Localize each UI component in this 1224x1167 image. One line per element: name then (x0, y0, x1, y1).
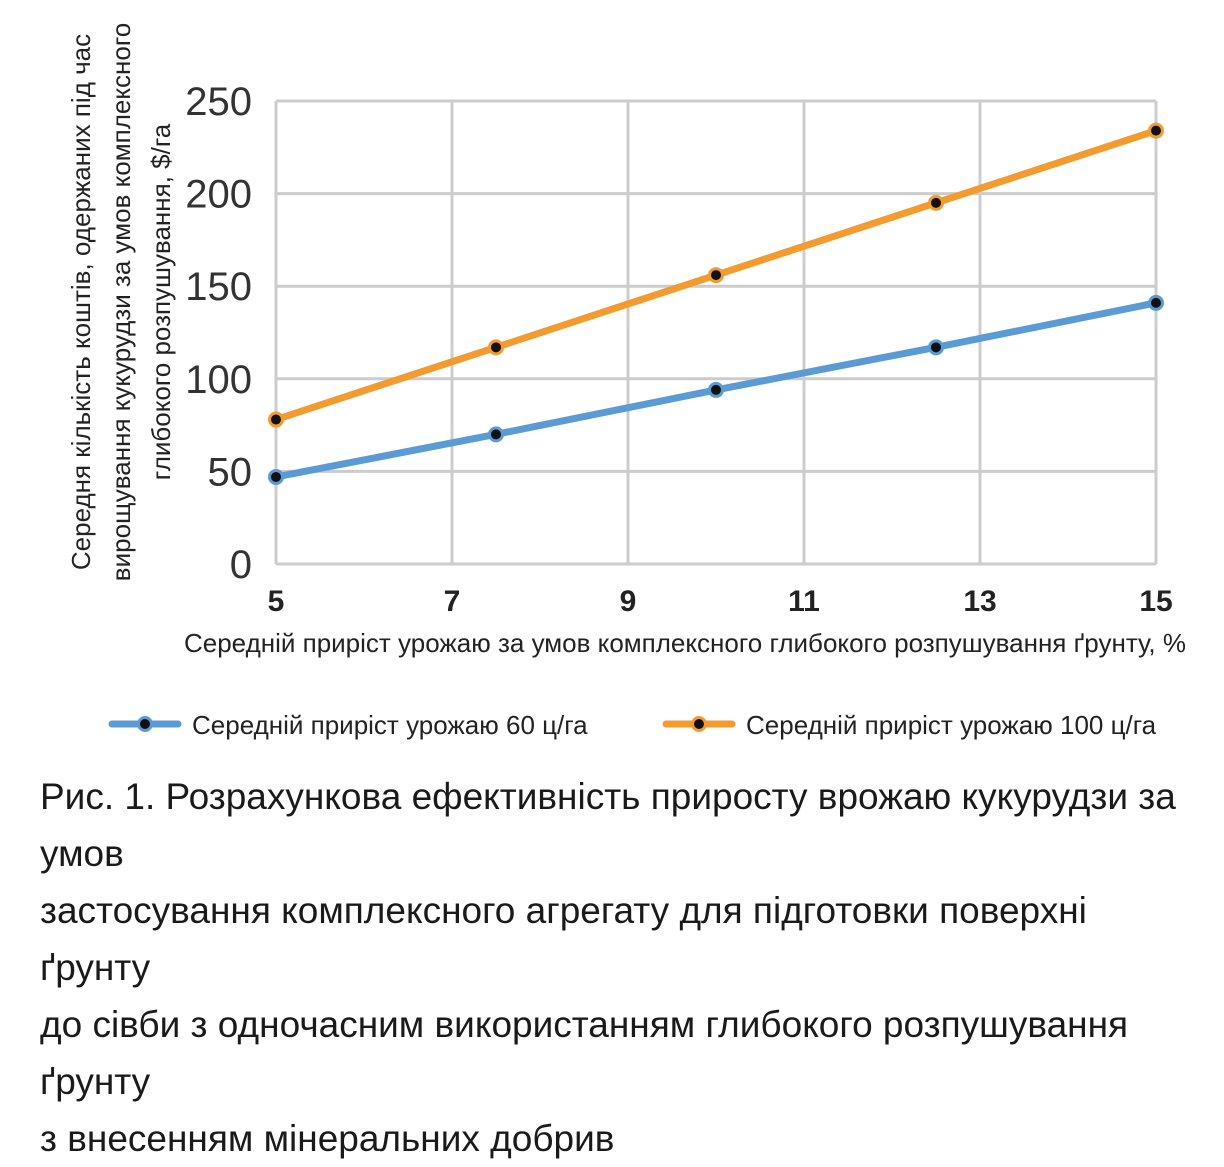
x-tick-label: 15 (1139, 585, 1172, 618)
chart-legend: Середній приріст урожаю 60 ц/га Середній … (108, 710, 1157, 740)
y-axis-label-line: Середня кількість коштів, одержаних під … (66, 34, 96, 570)
data-point (708, 381, 724, 398)
caption-line: з внесенням мінеральних добрив (40, 1118, 615, 1159)
data-point (488, 426, 504, 443)
x-tick-label: 5 (268, 585, 285, 618)
legend-label: Середній приріст урожаю 60 ц/га (192, 710, 588, 740)
data-point (268, 468, 284, 485)
x-axis-label: Середній приріст урожаю за умов комплекс… (184, 628, 1186, 658)
y-axis-label: Середня кількість коштів, одержаних під … (66, 23, 176, 581)
caption-line: до сівби з одночасним використанням глиб… (40, 1004, 1129, 1102)
data-point (1148, 122, 1164, 139)
chart-grid (274, 99, 1158, 566)
caption-line: застосування комплексного агрегату для п… (40, 890, 1087, 988)
legend-marker (137, 716, 153, 732)
data-point (928, 339, 944, 356)
y-tick-label: 150 (185, 265, 252, 309)
y-tick-label: 50 (208, 450, 253, 494)
data-point (1148, 294, 1164, 311)
x-tick-label: 11 (788, 585, 820, 618)
data-point (488, 339, 504, 356)
y-tick-label: 100 (185, 358, 252, 402)
chart-series (268, 122, 1164, 485)
line-chart: 0 50 100 150 200 250 5 7 9 11 13 15 Середня кількі… (66, 23, 1186, 740)
legend-marker (691, 716, 707, 732)
y-tick-label: 0 (230, 543, 252, 587)
figure-caption: Рис. 1. Розрахункова ефективність прирос… (40, 768, 1190, 1167)
caption-line: Рис. 1. Розрахункова ефективність прирос… (40, 776, 1176, 874)
legend-label: Середній приріст урожаю 100 ц/га (746, 710, 1157, 740)
x-tick-label: 13 (963, 585, 996, 618)
y-tick-label: 200 (185, 173, 252, 217)
x-tick-label: 9 (620, 585, 637, 618)
y-tick-label: 250 (185, 80, 252, 124)
y-axis-label-line: глибокого розпушування, $/га (146, 123, 176, 480)
x-axis-ticks: 5 7 9 11 13 15 (268, 585, 1173, 618)
data-point (928, 194, 944, 211)
data-point (268, 411, 284, 428)
x-tick-label: 7 (444, 585, 461, 618)
y-axis-label-line: вирощування кукурудзи за умов комплексно… (106, 23, 136, 581)
data-point (708, 267, 724, 284)
y-axis-ticks: 0 50 100 150 200 250 (185, 80, 252, 587)
